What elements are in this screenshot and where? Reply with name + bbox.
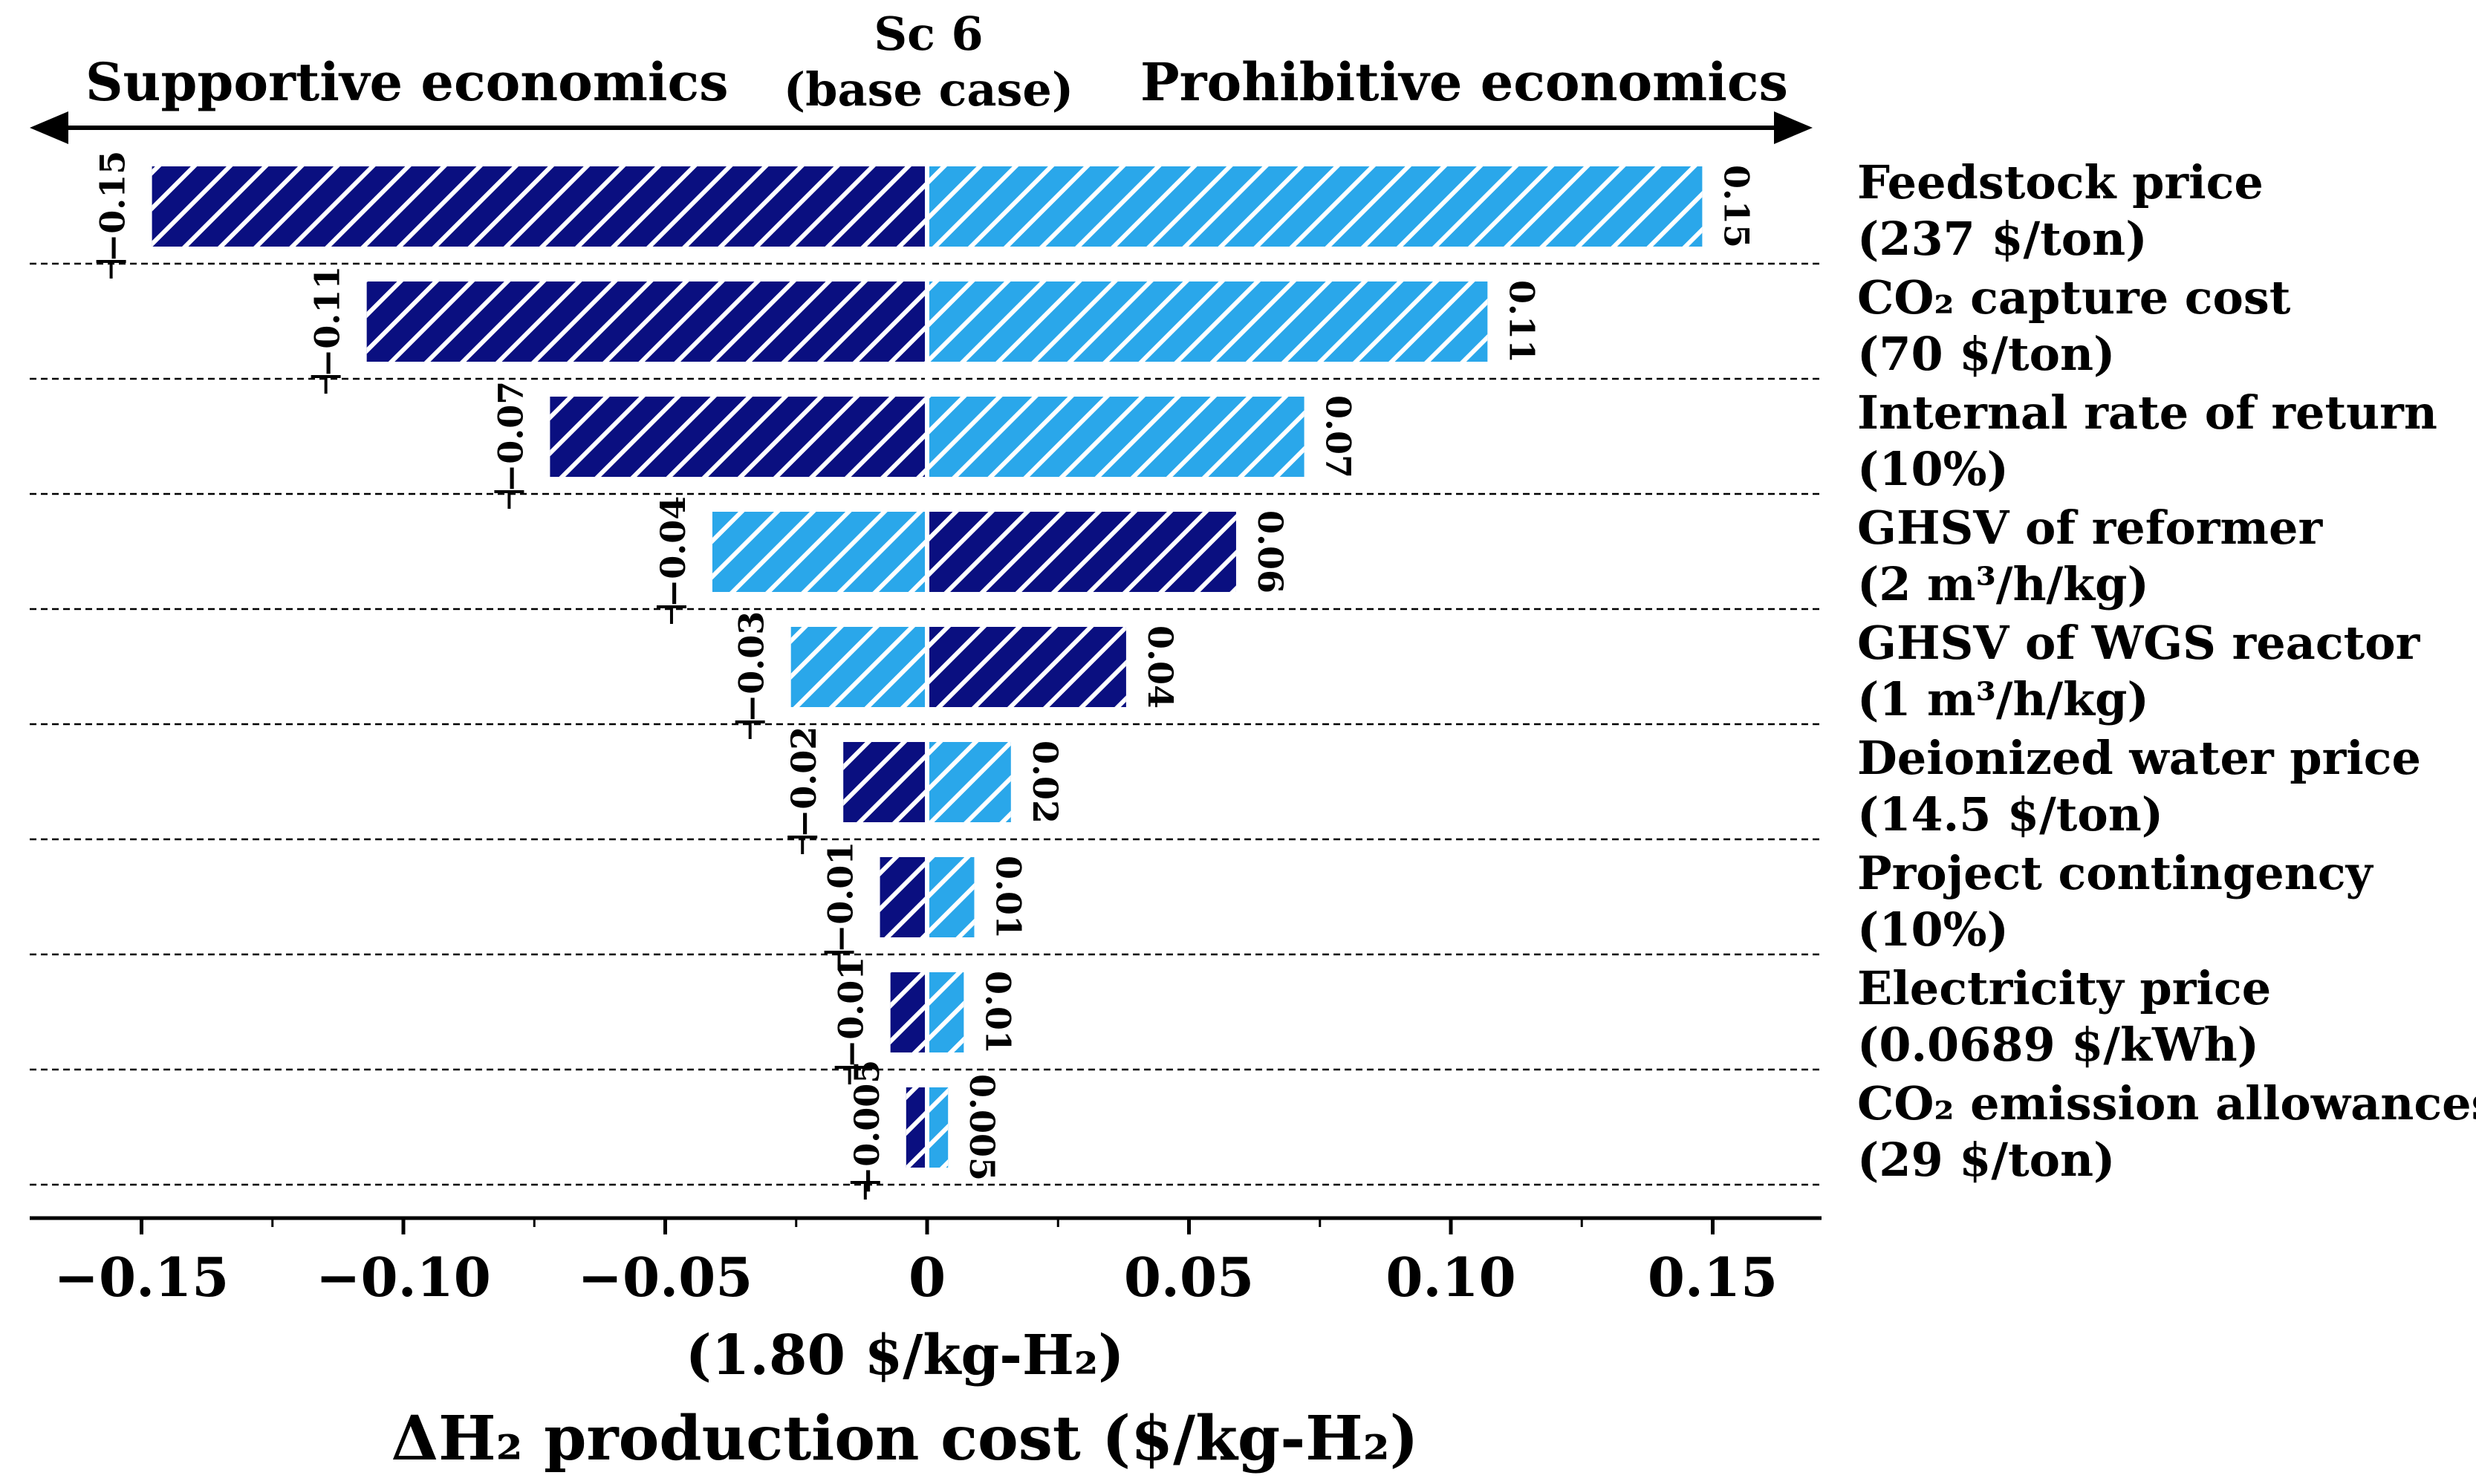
x-tick-label: −0.15 — [54, 1246, 230, 1309]
bar-low-label: −0.15 — [93, 151, 133, 263]
bar-low-hatch — [152, 166, 928, 247]
labels-layer: Supportive economics Prohibitive economic… — [85, 7, 2476, 1474]
category-label-line1: CO₂ emission allowances — [1857, 1076, 2476, 1130]
bar-high-hatch — [927, 972, 964, 1052]
bar-low-label: −0.07 — [490, 381, 530, 493]
bar-high-label: 0.005 — [962, 1074, 1002, 1181]
bar-high-label: 0.15 — [1716, 165, 1756, 248]
category-label-line1: GHSV of reformer — [1857, 501, 2323, 555]
x-tick-label: −0.05 — [578, 1246, 753, 1309]
bar-high-label: 0.04 — [1140, 625, 1180, 709]
x-tick-label: −0.10 — [316, 1246, 491, 1309]
bar-high-hatch — [927, 857, 975, 937]
bar-low-hatch — [790, 627, 927, 707]
label-prohibitive: Prohibitive economics — [1140, 51, 1788, 113]
label-supportive: Supportive economics — [85, 51, 729, 113]
bar-high-label: 0.01 — [978, 971, 1018, 1054]
bar-low-label: −0.03 — [732, 611, 772, 723]
bar-low-hatch — [550, 397, 927, 477]
bar-high-hatch — [927, 742, 1011, 822]
bar-low-label: −0.005 — [847, 1060, 887, 1196]
bar-low-label: −0.01 — [831, 957, 871, 1069]
x-tick-label: 0.10 — [1385, 1246, 1515, 1309]
bar-low-label: −0.01 — [821, 842, 861, 954]
bar-high-label: 0.02 — [1025, 741, 1065, 824]
category-label-line2: (10%) — [1857, 442, 2009, 496]
bar-low-hatch — [890, 972, 927, 1052]
bar-high-hatch — [927, 166, 1703, 247]
x-tick-label: 0.05 — [1124, 1246, 1254, 1309]
bar-low-label: −0.04 — [653, 496, 693, 608]
x-axis-title: ΔH₂ production cost ($/kg-H₂) — [391, 1403, 1419, 1474]
label-base-case-line1: Sc 6 — [874, 7, 983, 61]
bar-high-hatch — [927, 512, 1236, 592]
category-label-line2: (10%) — [1857, 902, 2009, 957]
bar-high-label: 0.01 — [988, 856, 1028, 939]
bar-high-hatch — [927, 397, 1304, 477]
bar-high-label: 0.11 — [1501, 280, 1541, 363]
label-base-case-line2: (base case) — [784, 62, 1073, 117]
bar-high-hatch — [927, 627, 1126, 707]
bar-low-hatch — [880, 857, 927, 937]
bar-low-label: −0.02 — [784, 726, 824, 839]
x-axis: −0.15 −0.10 −0.05 0 0.05 0.10 0.15 — [30, 111, 1822, 1309]
bar-high-hatch — [927, 1087, 949, 1168]
arrow-right-head — [1774, 111, 1813, 144]
bar-high-label: 0.06 — [1250, 510, 1290, 593]
category-label-line2: (2 m³/h/kg) — [1857, 557, 2149, 611]
category-label-line1: Project contingency — [1857, 846, 2374, 900]
bar-low-hatch — [712, 512, 927, 592]
category-label-line1: GHSV of WGS reactor — [1857, 616, 2421, 670]
x-tick-label: 0.15 — [1648, 1246, 1778, 1309]
x-tick-label: 0 — [909, 1246, 946, 1309]
category-label-line1: Deionized water price — [1857, 731, 2421, 785]
category-label-line2: (29 $/ton) — [1857, 1133, 2115, 1187]
category-label-line2: (14.5 $/ton) — [1857, 787, 2163, 842]
arrow-left-head — [30, 111, 68, 144]
category-label-line2: (237 $/ton) — [1857, 212, 2148, 266]
bar-low-label: −0.11 — [308, 266, 348, 378]
bar-high-hatch — [927, 281, 1488, 362]
category-label-line2: (0.0689 $/kWh) — [1857, 1018, 2259, 1072]
base-value-label: (1.80 $/kg-H₂) — [686, 1324, 1125, 1387]
bar-low-hatch — [366, 281, 927, 362]
category-label-line1: Feedstock price — [1857, 155, 2264, 209]
bar-low-hatch — [906, 1087, 927, 1168]
category-label-line2: (70 $/ton) — [1857, 327, 2115, 381]
category-label-line1: Electricity price — [1857, 961, 2271, 1015]
category-label-line1: Internal rate of return — [1857, 385, 2437, 440]
bars-layer — [30, 134, 1822, 1218]
category-label-line1: CO₂ capture cost — [1857, 270, 2291, 325]
bar-low-hatch — [843, 742, 927, 822]
bar-high-label: 0.07 — [1319, 395, 1359, 478]
category-label-line2: (1 m³/h/kg) — [1857, 672, 2149, 726]
